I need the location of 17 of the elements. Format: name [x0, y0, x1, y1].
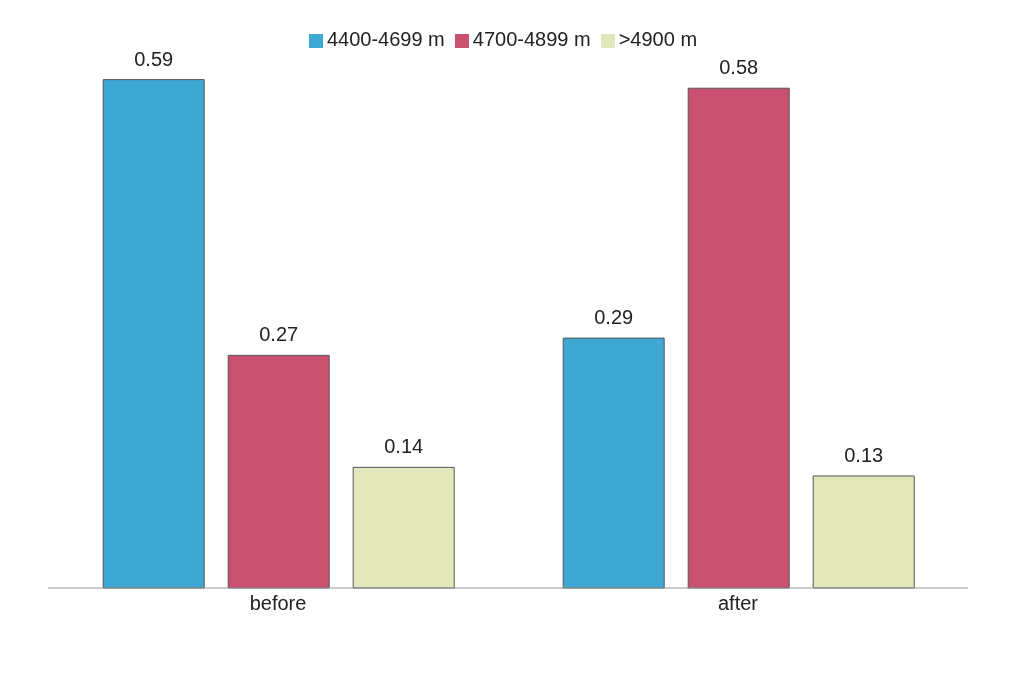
bar	[352, 466, 455, 589]
data-label: 0.58	[719, 56, 759, 79]
data-label: 0.13	[844, 443, 884, 466]
data-label: 0.27	[259, 323, 299, 346]
bar	[227, 354, 330, 589]
bar	[102, 79, 205, 589]
data-label: 0.29	[594, 306, 634, 329]
legend-label: 4700-4899 m	[472, 28, 591, 50]
legend-label: 4400-4699 m	[326, 28, 445, 50]
x-tick-label: before	[249, 592, 307, 615]
data-label: 0.59	[134, 47, 174, 70]
data-label: 0.14	[384, 435, 424, 458]
bar	[812, 475, 915, 589]
legend-label: >4900 m	[618, 28, 698, 50]
x-tick-label: after	[717, 592, 759, 615]
bar	[562, 337, 665, 589]
bar	[687, 87, 790, 589]
